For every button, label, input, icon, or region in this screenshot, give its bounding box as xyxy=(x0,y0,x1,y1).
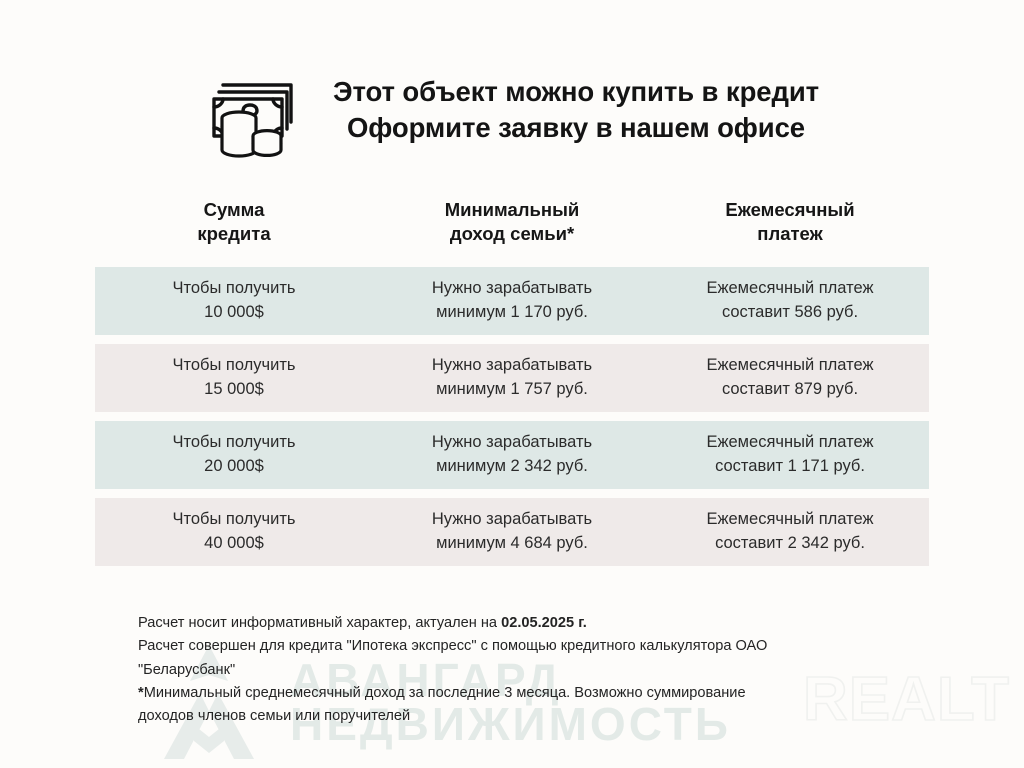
footnote-line-2: Расчет совершен для кредита "Ипотека экс… xyxy=(138,638,768,655)
row-cell-monthly-payment: Ежемесячный платеж составит 1 171 руб. xyxy=(651,431,929,479)
footnotes: Расчет носит информативный характер, акт… xyxy=(138,612,908,729)
column-header-monthly-payment-line-2: платеж xyxy=(757,223,823,245)
row-cell-loan-amount: Чтобы получить 40 000$ xyxy=(95,508,373,556)
row-cell-min-income: Нужно зарабатывать минимум 4 684 руб. xyxy=(373,508,651,556)
row-cell-loan-amount-line-2: 20 000$ xyxy=(204,457,264,475)
column-header-monthly-payment-line-1: Ежемесячный xyxy=(725,199,855,220)
footnote-asterisk-marker: * xyxy=(138,685,144,702)
money-stack-icon xyxy=(212,83,293,158)
row-cell-min-income: Нужно зарабатывать минимум 1 170 руб. xyxy=(373,277,651,325)
footnote-date: 02.05.2025 г. xyxy=(501,615,587,631)
row-cell-min-income-line-2: минимум 4 684 руб. xyxy=(436,534,588,552)
row-cell-loan-amount-line-1: Чтобы получить xyxy=(172,433,296,452)
row-cell-min-income-line-2: минимум 1 170 руб. xyxy=(436,303,588,321)
row-cell-min-income-line-1: Нужно зарабатывать xyxy=(431,279,593,298)
column-header-loan-amount: Сумма кредита xyxy=(95,198,373,260)
row-cell-monthly-payment-line-1: Ежемесячный платеж xyxy=(706,279,874,298)
row-cell-loan-amount: Чтобы получить 20 000$ xyxy=(95,431,373,479)
row-cell-min-income-line-1: Нужно зарабатывать xyxy=(431,510,593,529)
row-cell-min-income-line-1: Нужно зарабатывать xyxy=(431,433,593,452)
row-cell-monthly-payment-line-1: Ежемесячный платеж xyxy=(706,510,874,529)
row-cell-loan-amount-line-2: 15 000$ xyxy=(204,380,264,398)
row-cell-monthly-payment-line-2: составит 1 171 руб. xyxy=(715,457,865,475)
column-header-loan-amount-line-1: Сумма xyxy=(203,199,265,220)
row-cell-min-income-line-2: минимум 2 342 руб. xyxy=(436,457,588,475)
column-header-loan-amount-line-2: кредита xyxy=(197,223,271,245)
row-cell-monthly-payment: Ежемесячный платеж составит 2 342 руб. xyxy=(651,508,929,556)
column-header-min-income: Минимальный доход семьи* xyxy=(373,198,651,260)
row-cell-min-income: Нужно зарабатывать минимум 1 757 руб. xyxy=(373,354,651,402)
table-body: Чтобы получить 10 000$ Нужно зарабатыват… xyxy=(95,267,929,566)
row-cell-monthly-payment-line-2: составит 879 руб. xyxy=(721,380,859,398)
row-cell-monthly-payment: Ежемесячный платеж составит 586 руб. xyxy=(651,277,929,325)
row-cell-monthly-payment-line-2: составит 586 руб. xyxy=(721,303,859,321)
title-line-1: Этот объект можно купить в кредит xyxy=(332,76,819,107)
poster-header: Этот объект можно купить в кредит Оформи… xyxy=(0,62,1024,164)
row-cell-monthly-payment-line-2: составит 2 342 руб. xyxy=(715,534,865,552)
title-line-2: Оформите заявку в нашем офисе xyxy=(347,112,805,144)
page-title: Этот объект можно купить в кредит Оформи… xyxy=(333,62,819,147)
table-header-row: Сумма кредита Минимальный доход семьи* Е… xyxy=(95,198,929,260)
table-row: Чтобы получить 10 000$ Нужно зарабатыват… xyxy=(95,267,929,335)
column-header-monthly-payment: Ежемесячный платеж xyxy=(651,198,929,260)
row-cell-loan-amount-line-1: Чтобы получить xyxy=(172,279,296,298)
row-cell-min-income-line-2: минимум 1 757 руб. xyxy=(436,380,588,398)
row-cell-loan-amount-line-2: 10 000$ xyxy=(204,303,264,321)
credit-table: Сумма кредита Минимальный доход семьи* Е… xyxy=(95,198,929,575)
row-cell-monthly-payment-line-1: Ежемесячный платеж xyxy=(706,433,874,452)
footnote-line-5: доходов членов семьи или поручителей xyxy=(138,708,411,725)
row-cell-min-income: Нужно зарабатывать минимум 2 342 руб. xyxy=(373,431,651,479)
footnote-line-1: Расчет носит информативный характер, акт… xyxy=(138,612,908,635)
row-cell-loan-amount: Чтобы получить 10 000$ xyxy=(95,277,373,325)
table-row: Чтобы получить 20 000$ Нужно зарабатыват… xyxy=(95,421,929,489)
row-cell-loan-amount-line-2: 40 000$ xyxy=(204,534,264,552)
row-cell-loan-amount-line-1: Чтобы получить xyxy=(172,356,296,375)
column-header-min-income-line-1: Минимальный xyxy=(444,199,580,220)
footnote-line-3: "Беларусбанк" xyxy=(138,661,236,678)
table-row: Чтобы получить 15 000$ Нужно зарабатыват… xyxy=(95,344,929,412)
column-header-min-income-line-2: доход семьи* xyxy=(449,223,575,245)
row-cell-monthly-payment-line-1: Ежемесячный платеж xyxy=(706,356,874,375)
row-cell-min-income-line-1: Нужно зарабатывать xyxy=(431,356,593,375)
footnote-line-4: *Минимальный среднемесячный доход за пос… xyxy=(138,682,908,705)
row-cell-loan-amount: Чтобы получить 15 000$ xyxy=(95,354,373,402)
footnote-line-4-text: Минимальный среднемесячный доход за посл… xyxy=(143,685,746,702)
row-cell-monthly-payment: Ежемесячный платеж составит 879 руб. xyxy=(651,354,929,402)
table-row: Чтобы получить 40 000$ Нужно зарабатыват… xyxy=(95,498,929,566)
footnote-line-1-prefix: Расчет носит информативный характер, акт… xyxy=(138,615,502,631)
row-cell-loan-amount-line-1: Чтобы получить xyxy=(172,510,296,529)
